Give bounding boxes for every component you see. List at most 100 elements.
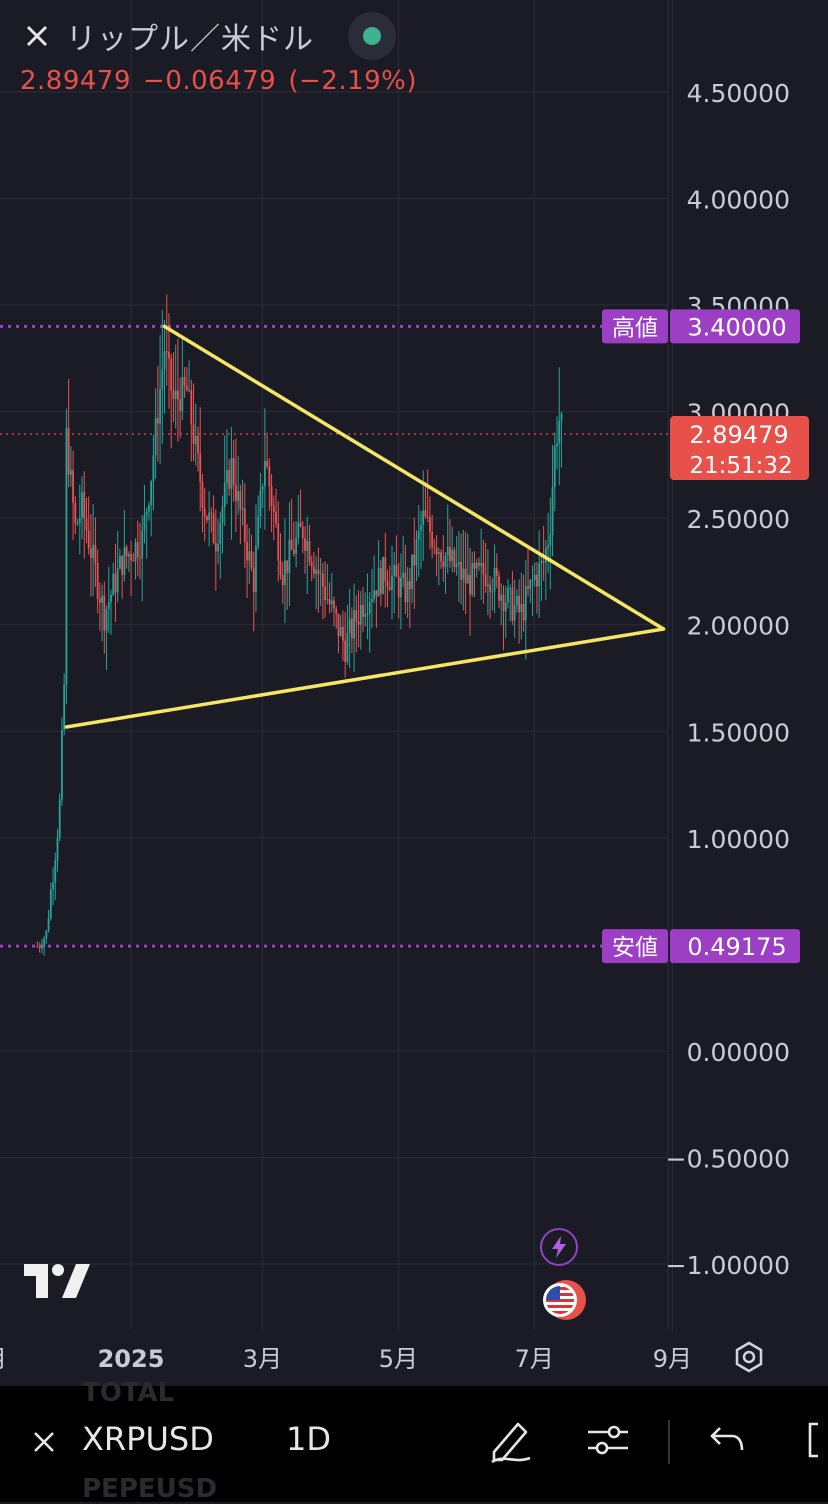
close-icon[interactable] [20, 19, 54, 53]
candle-body [549, 534, 552, 546]
lightning-icon[interactable] [540, 1228, 578, 1266]
low-badge-value-bg [670, 929, 800, 964]
candle-body [524, 586, 527, 621]
high-badge-label-bg [602, 309, 668, 344]
candle-body [132, 560, 135, 562]
candle-body [395, 564, 398, 577]
candle-body [466, 574, 469, 584]
high-badge-value-bg [670, 309, 800, 344]
candle-body [462, 568, 465, 580]
time-axis: 月 2025 3月 5月 7月 9月 [0, 1345, 692, 1373]
candle-body [353, 610, 355, 639]
time-axis-label: 7月 [515, 1345, 554, 1373]
close-symbol-icon[interactable] [24, 1422, 64, 1462]
candle-body [402, 572, 405, 578]
us-flag-icon[interactable] [538, 1278, 590, 1322]
candle-body [43, 938, 46, 948]
candle-body [326, 599, 329, 601]
candle-body [379, 568, 382, 594]
candle-body [362, 604, 364, 617]
candle-body [415, 539, 418, 566]
candle-body [377, 568, 380, 597]
candle-body [489, 584, 492, 593]
chart-grid [0, 0, 673, 1330]
candle-body [150, 481, 153, 506]
candle-body [159, 389, 161, 424]
market-status-icon[interactable] [348, 12, 396, 60]
candle-body [495, 567, 498, 576]
candle-body [486, 584, 489, 587]
candle-body [78, 517, 81, 524]
candle-body [163, 351, 166, 370]
pencil-icon[interactable] [484, 1414, 536, 1466]
candle-body [384, 557, 387, 582]
candle-body [536, 574, 538, 587]
timeframe-button[interactable]: 1D [286, 1420, 331, 1458]
candle-body [350, 618, 353, 639]
candle-body [261, 486, 264, 490]
candle-body [491, 591, 494, 593]
candle-body [513, 605, 516, 621]
candle-body [511, 587, 514, 621]
candle-body [295, 538, 298, 554]
candle-body [299, 522, 302, 527]
candle-body [368, 601, 371, 614]
candle-body [257, 516, 260, 546]
candle-body [429, 516, 431, 532]
candle-body [219, 522, 222, 545]
candle-body [130, 553, 132, 561]
ghost-symbol-above: TOTAL [82, 1378, 175, 1408]
candle-body [98, 598, 101, 603]
candle-body [364, 613, 367, 617]
candle-body [304, 538, 306, 551]
toolbar-divider [668, 1420, 670, 1464]
high-badge-label: 高値 [612, 315, 658, 341]
candle-body [114, 573, 117, 593]
trendlines [64, 324, 666, 729]
candle-body [406, 581, 409, 602]
price-axis-label: −0.50000 [666, 1144, 790, 1173]
trendline [162, 324, 666, 631]
candle-body [263, 460, 266, 487]
candle-body [433, 546, 436, 548]
candle-body [355, 610, 358, 622]
candle-body [286, 560, 289, 573]
candle-body [290, 539, 293, 550]
candle-body [500, 594, 503, 601]
candle-body [440, 552, 442, 562]
candle-body [38, 946, 41, 948]
candle-body [152, 455, 155, 482]
fullscreen-icon[interactable] [796, 1414, 828, 1466]
price-change-pct: (−2.19%) [288, 66, 418, 96]
candle-body [475, 562, 478, 569]
candle-body [493, 567, 496, 592]
candle-body [177, 390, 179, 400]
high-badge-value: 3.40000 [687, 313, 786, 341]
time-axis-label: 9月 [653, 1345, 692, 1373]
candle-body [464, 568, 467, 584]
candle-body [330, 600, 333, 605]
candle-body [308, 540, 311, 563]
undo-icon[interactable] [702, 1414, 754, 1466]
symbol-button[interactable]: XRPUSD [82, 1420, 214, 1458]
candle-body [174, 390, 177, 399]
candle-body [435, 547, 438, 555]
symbol-title: リップル／米ドル [66, 22, 314, 57]
candle-body [47, 918, 50, 931]
candle-body [306, 540, 309, 551]
candle-body [451, 549, 454, 562]
price-axis-label: 4.50000 [687, 79, 790, 108]
candle-body [408, 581, 411, 590]
candle-body [357, 621, 360, 625]
price-chart[interactable]: 4.500004.000003.500003.000002.500002.000… [0, 0, 828, 1385]
candle-body [498, 575, 500, 601]
price-axis-label: −1.00000 [666, 1251, 790, 1280]
gear-icon[interactable] [732, 1340, 766, 1374]
candle-body [375, 590, 378, 597]
price-axis: 4.500004.000003.500003.000002.500002.000… [666, 79, 790, 1280]
candle-body [313, 566, 315, 574]
candle-body [45, 930, 48, 939]
candle-body [297, 522, 300, 539]
candle-body [480, 562, 483, 566]
sliders-icon[interactable] [582, 1414, 634, 1466]
